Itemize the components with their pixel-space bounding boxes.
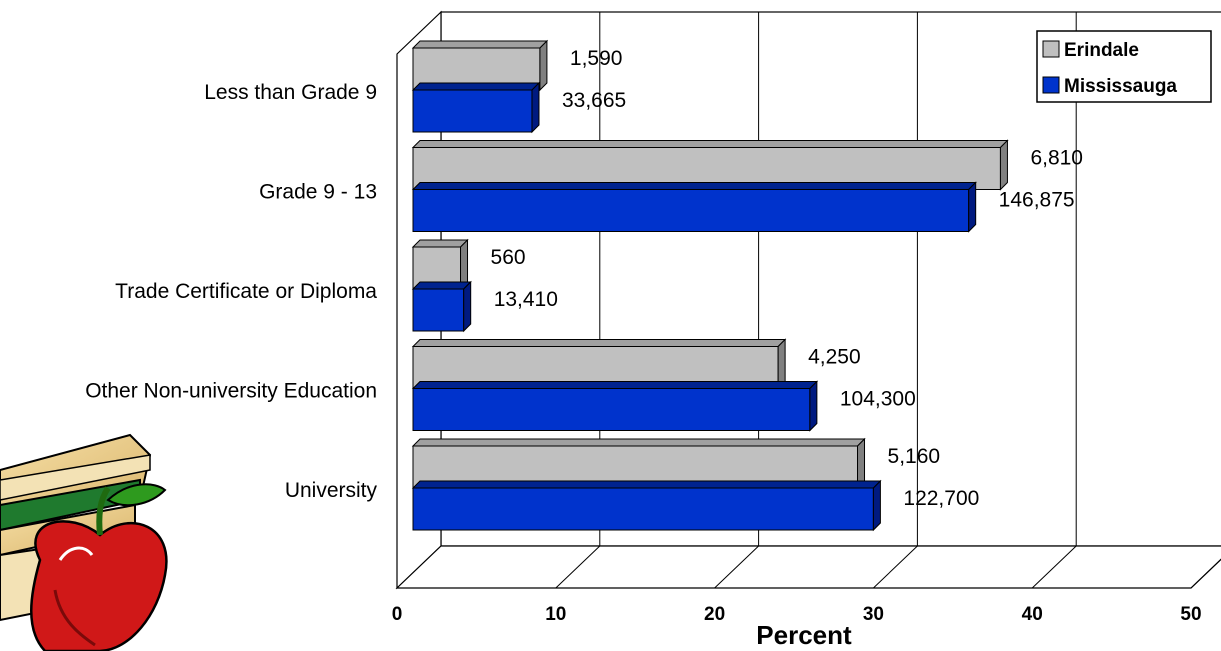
x-tick-label: 30 — [863, 604, 884, 625]
x-tick-label: 0 — [392, 604, 403, 625]
legend-swatch-erindale — [1042, 40, 1060, 58]
category-label: Trade Certificate or Diploma — [115, 280, 377, 303]
x-tick-label: 50 — [1180, 604, 1201, 625]
category-label: Grade 9 - 13 — [259, 181, 377, 204]
data-label: 122,700 — [903, 487, 979, 510]
data-label: 5,160 — [888, 445, 941, 468]
data-label: 146,875 — [999, 189, 1075, 212]
bar-top-face — [411, 281, 472, 290]
legend-label-erindale: Erindale — [1064, 40, 1139, 61]
bar-side-face — [999, 139, 1008, 191]
bar-mississauga — [412, 487, 874, 531]
bar-top-face — [411, 381, 819, 389]
category-label: Less than Grade 9 — [204, 81, 377, 104]
bar-mississauga — [412, 189, 970, 232]
x-axis-title: Percent — [756, 620, 852, 650]
floor-gridline — [873, 545, 918, 589]
bar-top-face — [411, 239, 469, 248]
floor-gridline — [1031, 545, 1077, 589]
bar-mississauga — [412, 288, 465, 332]
bar-top-face — [411, 339, 787, 347]
x-tick-label: 40 — [1022, 604, 1043, 625]
bar-side-face — [531, 81, 540, 134]
legend-label-mississauga: Mississauga — [1064, 76, 1177, 97]
data-label: 104,300 — [840, 388, 916, 411]
bar-mississauga — [412, 388, 811, 431]
chart-bars — [411, 39, 1009, 532]
bar-top-face — [411, 480, 882, 489]
legend-swatch-mississauga — [1042, 76, 1060, 94]
legend: Erindale Mississauga — [1036, 30, 1212, 103]
category-label: University — [285, 479, 378, 502]
bar-side-face — [968, 181, 977, 233]
bar-top-face — [411, 40, 549, 49]
floor-gridline — [1190, 558, 1221, 589]
floor-gridline — [714, 545, 759, 589]
bar-top-face — [411, 182, 977, 190]
data-label: 4,250 — [808, 346, 861, 369]
data-label: 560 — [491, 246, 526, 269]
floor — [395, 545, 1221, 589]
bar-side-face — [872, 479, 881, 532]
data-label: 6,810 — [1030, 147, 1083, 170]
floor-gridline — [555, 545, 601, 589]
bar-top-face — [411, 438, 866, 447]
data-label: 33,665 — [562, 89, 626, 112]
x-tick-label: 20 — [704, 604, 725, 625]
chart-labels: Less than Grade 9 1,590 33,665 Grade 9 - 13… — [85, 47, 1083, 510]
legend-box — [1036, 30, 1212, 103]
category-label: Other Non-university Education — [85, 380, 377, 403]
bar-side-face — [463, 280, 472, 333]
bar-top-face — [411, 140, 1009, 148]
apple-on-books-icon — [0, 433, 168, 651]
bar-side-face — [809, 380, 818, 432]
x-tick-label: 10 — [545, 604, 566, 625]
bar-side-face — [539, 39, 548, 92]
data-label: 13,410 — [494, 288, 558, 311]
bar-mississauga — [412, 89, 533, 133]
data-label: 1,590 — [570, 47, 623, 70]
bar-top-face — [411, 82, 541, 91]
